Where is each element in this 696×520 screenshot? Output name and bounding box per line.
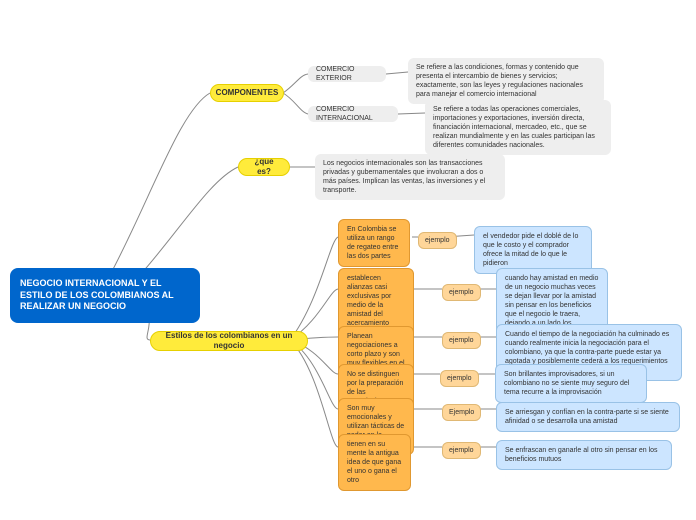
comercio-exterior-label: COMERCIO EXTERIOR [316, 65, 378, 83]
comercio-exterior-desc-text: Se refiere a las condiciones, formas y c… [416, 63, 596, 99]
estilo-row-3-ej-text: Son brillantes improvisadores, si un col… [504, 370, 638, 397]
branch-que-es[interactable]: ¿que es? [238, 158, 290, 176]
estilo-row-3-ejemplo[interactable]: ejemplo [440, 370, 479, 387]
comercio-internacional-node[interactable]: COMERCIO INTERNACIONAL [308, 106, 398, 122]
estilo-row-0-ejemplo-label: ejemplo [425, 236, 450, 245]
estilo-row-3-ejemplo-label: ejemplo [447, 374, 472, 383]
comercio-exterior-desc: Se refiere a las condiciones, formas y c… [408, 58, 604, 104]
root-node[interactable]: NEGOCIO INTERNACIONAL Y EL ESTILO DE LOS… [10, 268, 200, 323]
que-es-desc: Los negocios internacionales son las tra… [315, 154, 505, 200]
comercio-exterior-node[interactable]: COMERCIO EXTERIOR [308, 66, 386, 82]
estilo-row-4-ej: Se arriesgan y confían en la contra-part… [496, 402, 680, 432]
estilo-row-2-ejemplo-label: ejemplo [449, 336, 474, 345]
estilo-row-5-ej-text: Se enfrascan en ganarle al otro sin pens… [505, 446, 663, 464]
estilo-row-0-desc[interactable]: En Colombia se utiliza un rango de regat… [338, 219, 410, 267]
branch-estilos[interactable]: Estilos de los colombianos en un negocio [150, 331, 308, 351]
estilo-row-4-ejemplo-label: Ejemplo [449, 408, 474, 417]
estilo-row-5-ejemplo-label: ejemplo [449, 446, 474, 455]
estilo-row-0-desc-text: En Colombia se utiliza un rango de regat… [347, 225, 401, 261]
branch-estilos-label: Estilos de los colombianos en un negocio [159, 331, 299, 352]
branch-componentes-label: COMPONENTES [216, 88, 279, 98]
comercio-internacional-desc: Se refiere a todas las operaciones comer… [425, 100, 611, 155]
comercio-internacional-label: COMERCIO INTERNACIONAL [316, 105, 390, 123]
branch-componentes[interactable]: COMPONENTES [210, 84, 284, 102]
estilo-row-1-ejemplo[interactable]: ejemplo [442, 284, 481, 301]
estilo-row-0-ej-text: el vendedor pide el doblé de lo que le c… [483, 232, 583, 268]
branch-que-es-label: ¿que es? [247, 157, 281, 178]
estilo-row-4-ej-text: Se arriesgan y confían en la contra-part… [505, 408, 671, 426]
estilo-row-5-ejemplo[interactable]: ejemplo [442, 442, 481, 459]
estilo-row-0-ejemplo[interactable]: ejemplo [418, 232, 457, 249]
estilo-row-1-ejemplo-label: ejemplo [449, 288, 474, 297]
estilo-row-5-desc-text: tienen en su mente la antigua idea de qu… [347, 440, 402, 485]
estilo-row-4-ejemplo[interactable]: Ejemplo [442, 404, 481, 421]
root-title: NEGOCIO INTERNACIONAL Y EL ESTILO DE LOS… [20, 278, 190, 313]
estilo-row-3-ej: Son brillantes improvisadores, si un col… [495, 364, 647, 403]
estilo-row-5-desc[interactable]: tienen en su mente la antigua idea de qu… [338, 434, 411, 491]
que-es-desc-text: Los negocios internacionales son las tra… [323, 159, 497, 195]
estilo-row-5-ej: Se enfrascan en ganarle al otro sin pens… [496, 440, 672, 470]
estilo-row-2-ejemplo[interactable]: ejemplo [442, 332, 481, 349]
comercio-internacional-desc-text: Se refiere a todas las operaciones comer… [433, 105, 603, 150]
